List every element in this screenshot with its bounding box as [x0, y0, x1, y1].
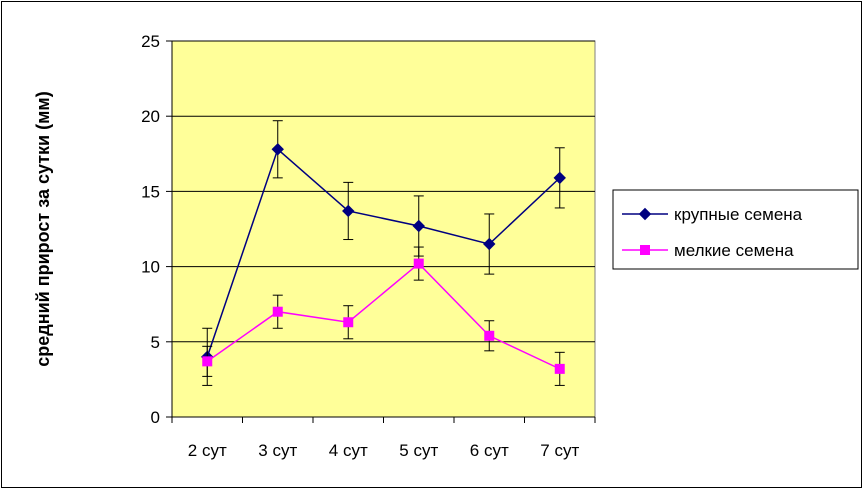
- data-point: [272, 306, 283, 317]
- data-point: [271, 143, 284, 156]
- x-tick-label: 7 сут: [540, 441, 579, 460]
- data-point: [413, 258, 424, 269]
- x-tick-label: 6 сут: [470, 441, 509, 460]
- data-point: [484, 330, 495, 341]
- legend-box: [612, 189, 859, 270]
- data-point: [553, 171, 566, 185]
- y-axis-ticks: 0 5 10 15 20 25: [141, 32, 172, 427]
- y-tick-label: 10: [141, 258, 160, 277]
- x-tick-label: 4 сут: [329, 441, 368, 460]
- data-point: [342, 204, 355, 218]
- x-tick-label: 5 сут: [399, 441, 438, 460]
- y-tick-label: 0: [151, 408, 160, 427]
- y-tick-label: 15: [141, 182, 160, 201]
- series-layer: [201, 120, 566, 386]
- legend: крупные семена мелкие семена: [612, 189, 859, 270]
- gridlines: [172, 40, 595, 343]
- legend-entry: мелкие семена: [622, 241, 794, 260]
- y-tick-label: 5: [151, 333, 160, 352]
- x-tick-label: 3 сут: [258, 441, 297, 460]
- plot-area: [171, 40, 596, 418]
- data-point: [554, 363, 565, 374]
- x-axis-ticks: 2 сут 3 сут 4 сут 5 сут 6 сут 7 сут: [171, 417, 596, 460]
- legend-marker: [640, 245, 650, 255]
- data-point: [412, 219, 425, 233]
- y-axis-title: средний прирост за сутки (мм): [33, 91, 53, 366]
- legend-label: мелкие семена: [674, 241, 794, 260]
- x-tick-label: 2 сут: [188, 441, 227, 460]
- series-2: [202, 246, 565, 386]
- y-tick-label: 20: [141, 107, 160, 126]
- legend-marker: [638, 207, 652, 221]
- series-line: [206, 147, 561, 358]
- data-point: [483, 237, 496, 251]
- legend-label: крупные семена: [674, 205, 803, 224]
- series-line: [206, 262, 561, 370]
- y-tick-label: 25: [141, 32, 160, 51]
- data-point: [202, 356, 213, 367]
- legend-entry: крупные семена: [622, 205, 803, 224]
- data-point: [343, 317, 354, 328]
